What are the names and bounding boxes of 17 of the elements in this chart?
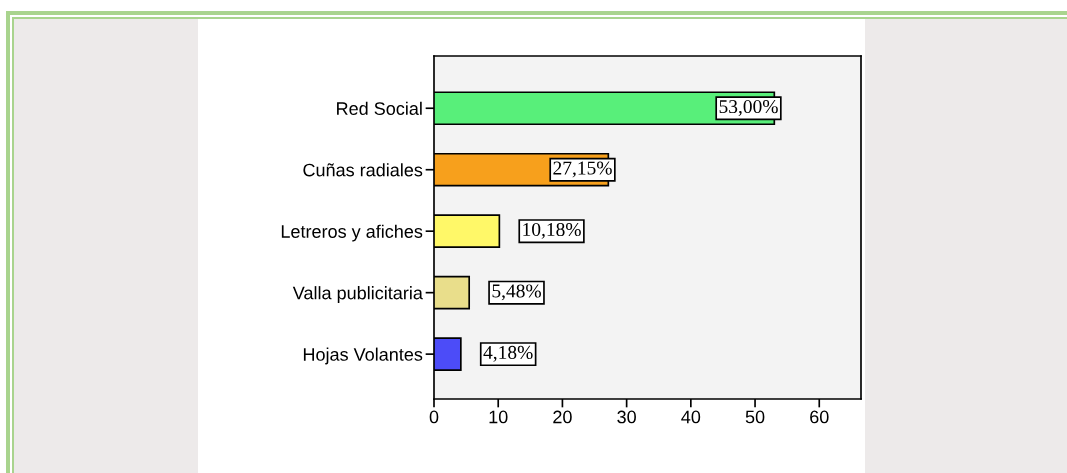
y-tick-label: Letreros y afiches (281, 224, 423, 242)
x-tick-label: 10 (489, 410, 508, 424)
x-tick-label: 60 (810, 410, 829, 424)
x-tick-label: 30 (617, 410, 636, 424)
data-label: 53,00% (719, 99, 778, 116)
x-tick-label: 50 (745, 410, 765, 424)
y-tick-label: Valla publicitaria (292, 286, 423, 303)
x-tick-label: 20 (553, 410, 572, 424)
x-tick-label: 40 (681, 410, 701, 424)
data-label: 27,15% (553, 161, 612, 178)
data-label: 4,18% (483, 345, 533, 362)
data-label: 5,48% (492, 284, 541, 301)
y-tick-label: Hojas Volantes (303, 347, 423, 365)
y-tick-label: Red Social (337, 101, 422, 115)
x-tick-label: 0 (429, 410, 439, 424)
data-label: 10,18% (523, 222, 581, 239)
y-tick-label: Cuñas radiales (303, 163, 423, 177)
